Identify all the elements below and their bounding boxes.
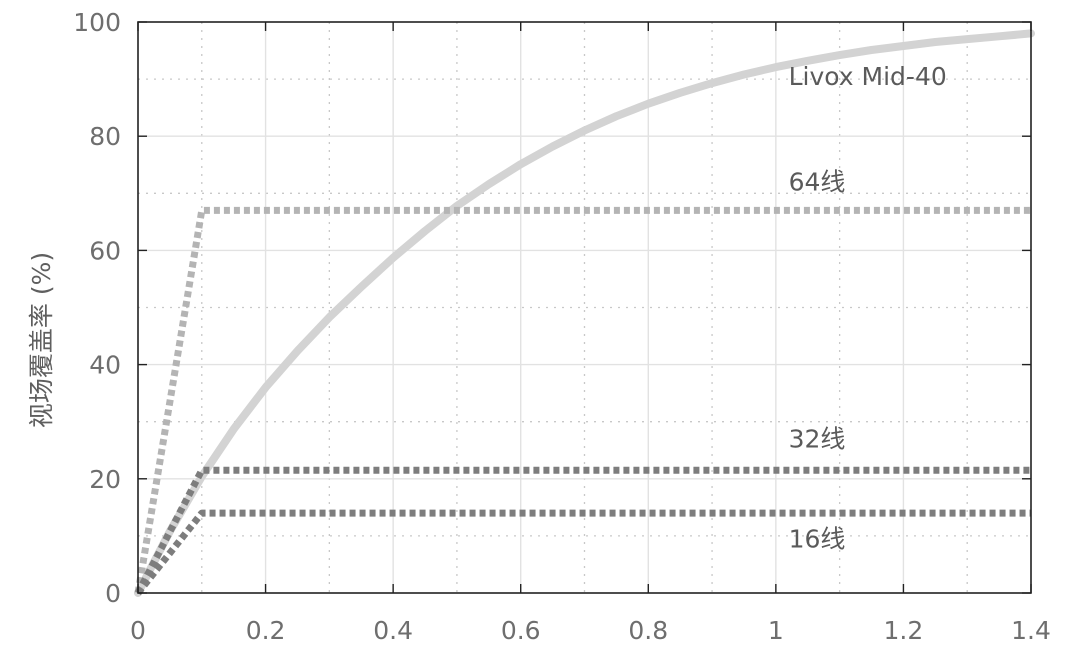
plot-frame [137,21,1032,594]
series-line-2 [134,466,1031,595]
y-tick-label: 60 [89,236,121,265]
minor-grid [138,22,1031,593]
y-tick-label: 40 [89,351,121,380]
y-tick-label: 0 [105,579,121,608]
x-tick-label: 1.2 [884,616,924,645]
series-line-1 [134,206,1031,594]
x-tick-label: 0.2 [246,616,286,645]
major-grid [138,22,1031,593]
y-tick-labels: 0 20 40 60 80 100 [73,8,121,608]
series-label: 32线 [789,424,846,453]
x-tick-label: 0 [130,616,146,645]
x-tick-label: 1.4 [1011,616,1051,645]
x-tick-label: 0.4 [373,616,413,645]
y-tick-label: 20 [89,465,121,494]
annotation-layer: Livox Mid-40 64线 32线 16线 [789,62,947,554]
series-label: 16线 [789,524,846,553]
x-tick-label: 0.6 [501,616,541,645]
series-label: 64线 [789,167,846,196]
y-axis-title: 视场覆盖率 (%) [27,252,56,428]
series-line-0 [134,29,1035,597]
ticks-layer [137,21,1032,594]
x-tick-labels: 0 0.2 0.4 0.6 0.8 1 1.2 1.4 [130,616,1051,645]
series-label: Livox Mid-40 [789,62,947,91]
series-line-3 [135,509,1031,596]
y-tick-label: 100 [73,8,121,37]
y-tick-label: 80 [89,122,121,151]
series-layer [134,29,1035,597]
x-tick-label: 0.8 [628,616,668,645]
x-tick-label: 1 [768,616,784,645]
